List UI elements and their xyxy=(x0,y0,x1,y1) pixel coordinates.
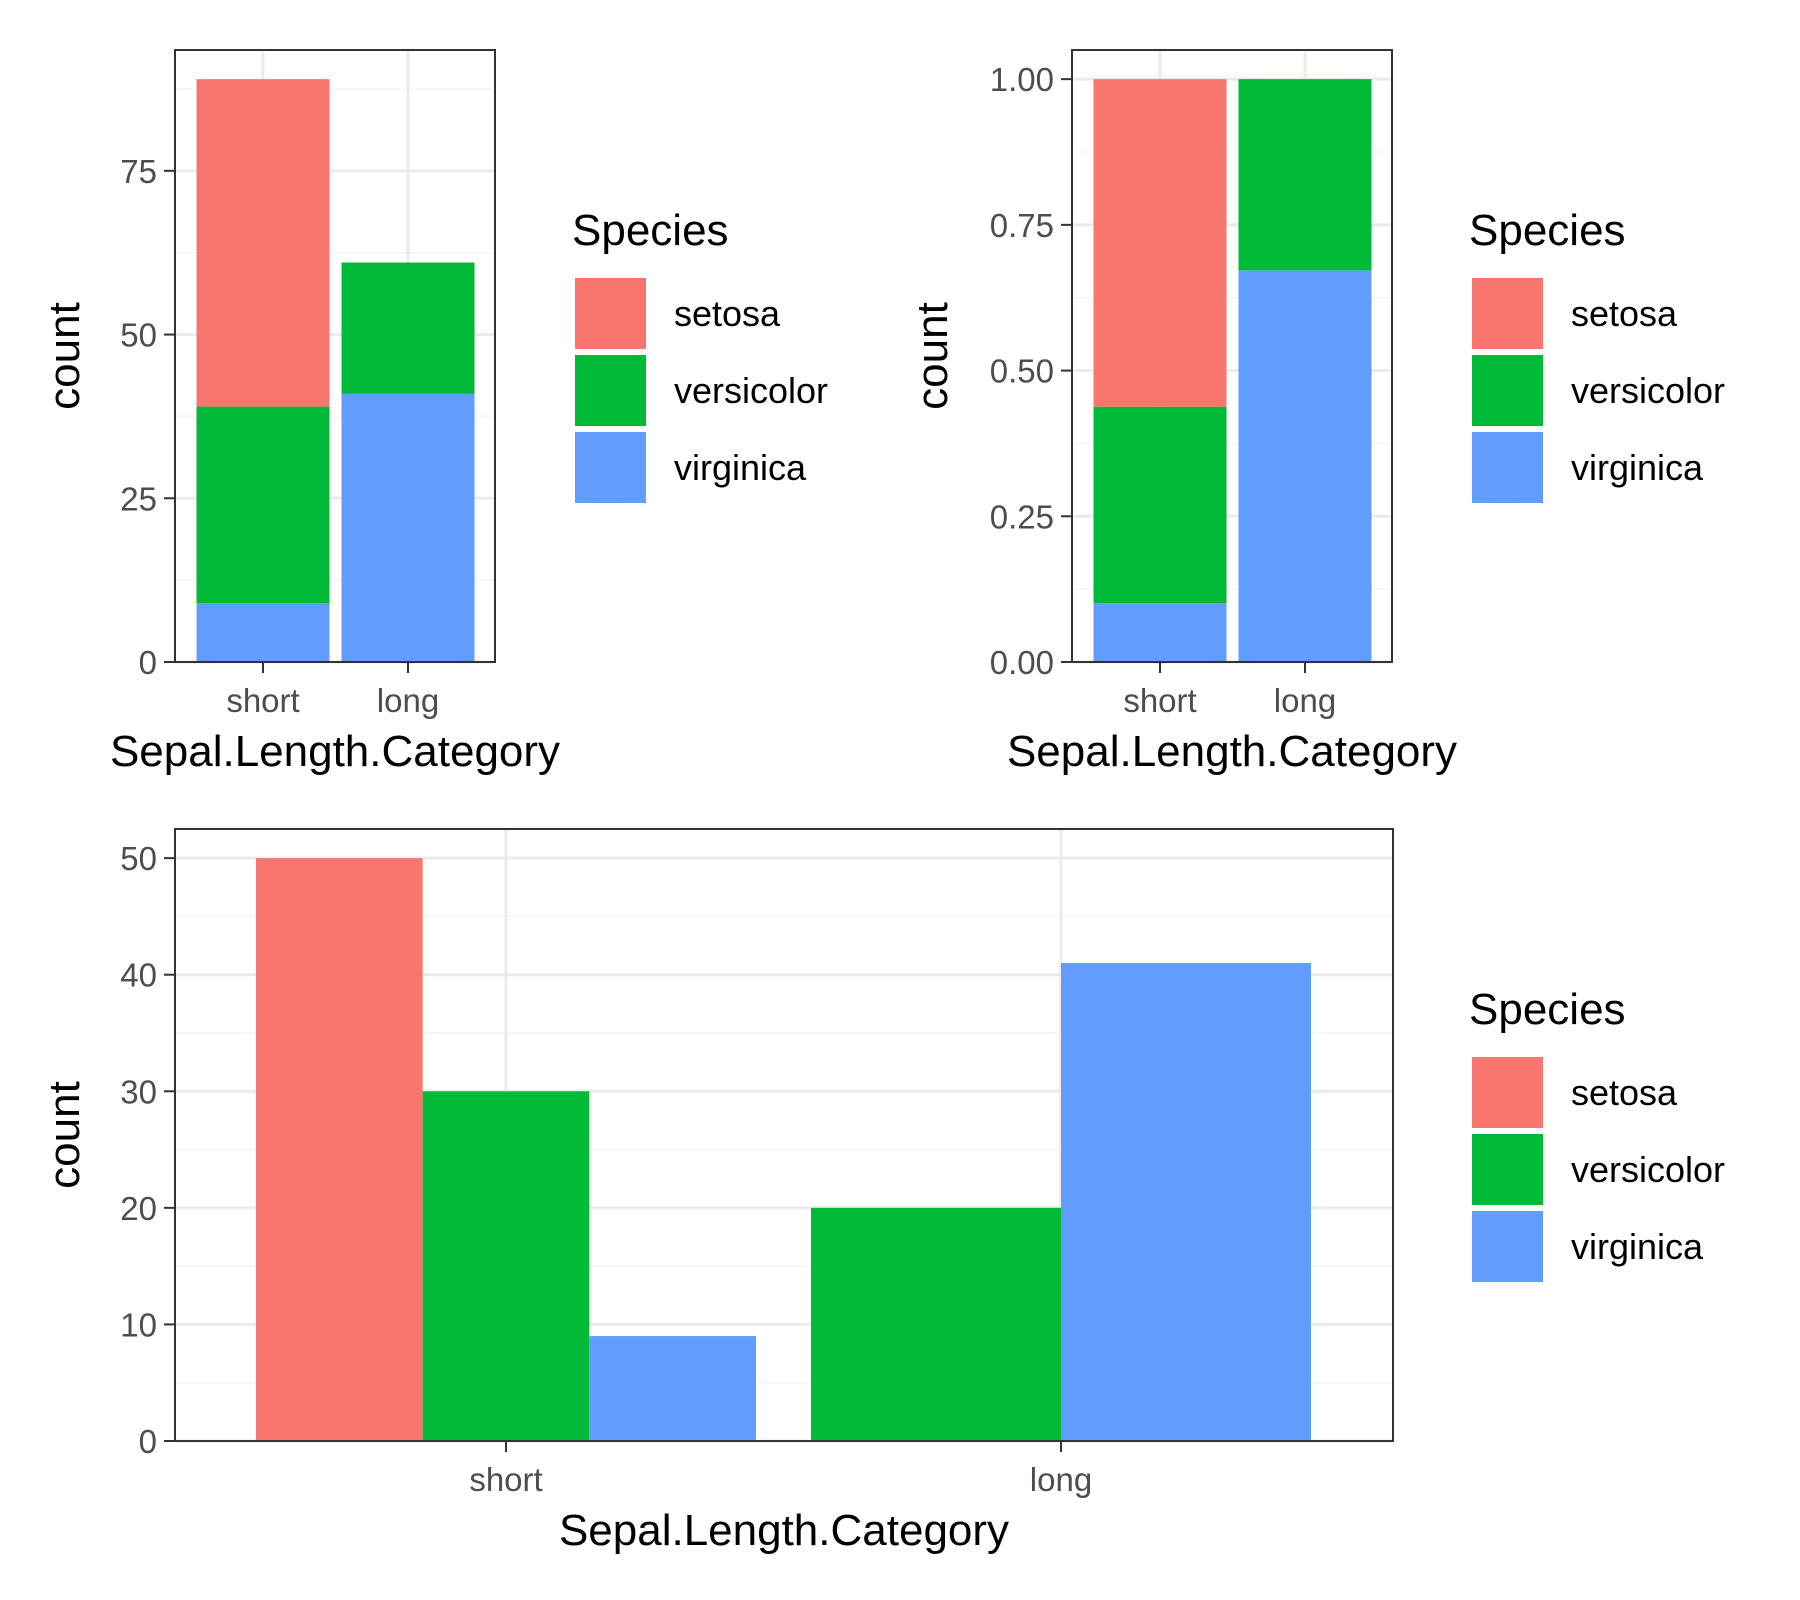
x-tick-label: long xyxy=(377,682,439,719)
legend-label-setosa: setosa xyxy=(1571,293,1678,334)
y-tick-label: 25 xyxy=(120,480,157,517)
chart-panel-1: 0 25 50 75 short long Sepal.Length.Category cou… xyxy=(40,49,828,776)
bars xyxy=(256,858,1311,1441)
bar-versicolor-long xyxy=(341,262,475,394)
legend-key-versicolor xyxy=(1472,1134,1543,1205)
y-axis-title: count xyxy=(40,302,89,410)
legend: Species setosa versicolor virginica xyxy=(572,206,828,503)
bar-versicolor-short xyxy=(196,406,330,604)
x-axis-title: Sepal.Length.Category xyxy=(559,1506,1009,1555)
legend-key-setosa xyxy=(575,278,646,349)
bar-setosa-short xyxy=(196,79,330,407)
legend-label-virginica: virginica xyxy=(1571,447,1704,488)
legend-label-versicolor: versicolor xyxy=(674,370,828,411)
y-tick-label: 30 xyxy=(120,1073,157,1110)
bar-versicolor-long xyxy=(811,1207,1061,1441)
legend-title: Species xyxy=(1469,206,1626,255)
y-tick-label: 0.00 xyxy=(990,644,1054,681)
legend-key-setosa xyxy=(1472,278,1543,349)
y-axis: 0 10 20 30 40 50 xyxy=(120,840,175,1460)
chart-panel-2: 0.00 0.25 0.50 0.75 1.00 short long Sepal.Lengt… xyxy=(908,49,1725,776)
x-tick-label: long xyxy=(1274,682,1336,719)
legend-title: Species xyxy=(572,206,729,255)
legend-key-setosa xyxy=(1472,1057,1543,1128)
bar-virginica-long xyxy=(1238,270,1372,662)
bar-versicolor-short xyxy=(1093,406,1227,604)
legend-key-versicolor xyxy=(1472,355,1543,426)
panel-border xyxy=(174,49,496,663)
legend-key-virginica xyxy=(1472,432,1543,503)
x-tick-label: long xyxy=(1030,1461,1092,1498)
legend-key-virginica xyxy=(1472,1211,1543,1282)
x-axis-title: Sepal.Length.Category xyxy=(1007,727,1457,776)
legend-label-virginica: virginica xyxy=(1571,1226,1704,1267)
x-axis: short long xyxy=(1123,662,1336,719)
legend-key-versicolor xyxy=(575,355,646,426)
y-axis: 0.00 0.25 0.50 0.75 1.00 xyxy=(990,61,1072,681)
bar-virginica-short xyxy=(589,1336,756,1441)
x-tick-label: short xyxy=(469,1461,542,1498)
legend-label-versicolor: versicolor xyxy=(1571,1149,1725,1190)
y-tick-label: 1.00 xyxy=(990,61,1054,98)
legend-label-versicolor: versicolor xyxy=(1571,370,1725,411)
legend-key-virginica xyxy=(575,432,646,503)
legend: Species setosa versicolor virginica xyxy=(1469,206,1725,503)
y-tick-label: 0 xyxy=(139,644,157,681)
y-axis-title: count xyxy=(908,302,957,410)
bar-versicolor-long xyxy=(1238,79,1372,271)
legend-label-virginica: virginica xyxy=(674,447,807,488)
y-tick-label: 75 xyxy=(120,153,157,190)
legend-label-setosa: setosa xyxy=(1571,1072,1678,1113)
bar-virginica-short xyxy=(1093,603,1227,662)
y-tick-label: 0 xyxy=(139,1423,157,1460)
chart-panel-3: 0 10 20 30 40 50 short long Sepal.Length.Categor… xyxy=(40,828,1725,1555)
y-tick-label: 50 xyxy=(120,840,157,877)
bar-versicolor-short xyxy=(422,1091,590,1441)
x-axis: short long xyxy=(469,1441,1092,1498)
bar-virginica-long xyxy=(341,393,475,662)
x-tick-label: short xyxy=(1123,682,1196,719)
bar-virginica-short xyxy=(196,603,330,662)
x-axis: short long xyxy=(226,662,439,719)
legend-label-setosa: setosa xyxy=(674,293,781,334)
bars xyxy=(1093,79,1372,662)
legend: Species setosa versicolor virginica xyxy=(1469,985,1725,1282)
bar-setosa-short xyxy=(1093,79,1227,407)
y-axis: 0 25 50 75 xyxy=(120,153,175,681)
panel-border xyxy=(174,828,1394,1442)
y-tick-label: 0.25 xyxy=(990,498,1054,535)
y-tick-label: 10 xyxy=(120,1306,157,1343)
y-tick-label: 20 xyxy=(120,1190,157,1227)
bars xyxy=(196,79,475,662)
x-axis-title: Sepal.Length.Category xyxy=(110,727,560,776)
y-tick-label: 50 xyxy=(120,317,157,354)
y-tick-label: 0.50 xyxy=(990,353,1054,390)
bar-virginica-long xyxy=(1061,963,1311,1441)
panel-border xyxy=(1071,49,1393,663)
x-tick-label: short xyxy=(226,682,299,719)
y-axis-title: count xyxy=(40,1081,89,1189)
bar-setosa-short xyxy=(256,858,423,1441)
legend-title: Species xyxy=(1469,985,1626,1034)
y-tick-label: 40 xyxy=(120,957,157,994)
y-tick-label: 0.75 xyxy=(990,207,1054,244)
